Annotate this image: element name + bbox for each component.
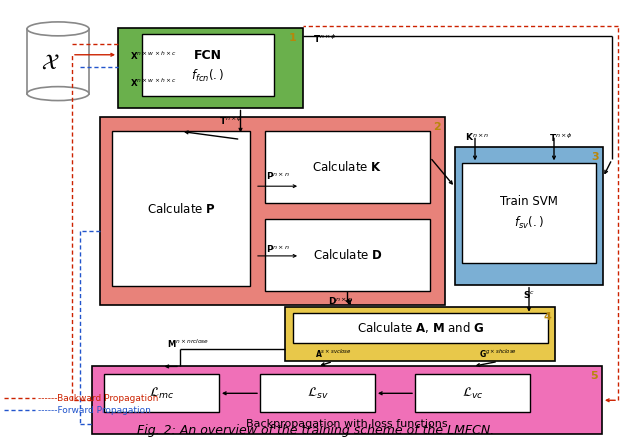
Text: $\mathbf{T}^{n\times\phi}$: $\mathbf{T}^{n\times\phi}$: [219, 114, 243, 127]
Text: $\mathbf{D}^{n\times n}$: $\mathbf{D}^{n\times n}$: [327, 295, 353, 307]
Bar: [104, 374, 219, 412]
Bar: [455, 147, 603, 285]
Text: FCN: FCN: [194, 49, 222, 62]
Text: Calculate $\mathbf{D}$: Calculate $\mathbf{D}$: [313, 248, 382, 262]
Text: Calculate $\mathbf{A}$, $\mathbf{M}$ and $\mathbf{G}$: Calculate $\mathbf{A}$, $\mathbf{M}$ and…: [357, 320, 484, 335]
Bar: [142, 34, 274, 95]
Bar: [415, 374, 530, 412]
Text: $f_{sv}(.)$: $f_{sv}(.)$: [514, 215, 544, 231]
Bar: [265, 219, 430, 291]
Bar: [118, 28, 303, 108]
Text: Train SVM: Train SVM: [500, 194, 558, 208]
Bar: [462, 163, 596, 263]
Bar: [27, 29, 89, 94]
Text: 3: 3: [591, 152, 599, 162]
Text: $\mathbf{T}^{n\times\phi}$: $\mathbf{T}^{n\times\phi}$: [549, 131, 573, 144]
Text: $\mathcal{L}_{mc}$: $\mathcal{L}_{mc}$: [149, 386, 174, 401]
Text: $\mathbf{P}^{n\times n}$: $\mathbf{P}^{n\times n}$: [266, 170, 290, 182]
Bar: [265, 131, 430, 203]
Text: $\mathcal{L}_{vc}$: $\mathcal{L}_{vc}$: [461, 386, 483, 401]
Ellipse shape: [27, 87, 89, 101]
Text: $\mathbf{K}^{n\times n}$: $\mathbf{K}^{n\times n}$: [465, 131, 489, 143]
Text: $\mathbf{P}^{n\times n}$: $\mathbf{P}^{n\times n}$: [266, 243, 290, 255]
Text: $\mathcal{X}$: $\mathcal{X}$: [40, 53, 59, 73]
Text: $f_{fcn}(.)$: $f_{fcn}(.)$: [191, 67, 224, 84]
Bar: [92, 367, 602, 434]
Bar: [293, 313, 548, 343]
Ellipse shape: [27, 22, 89, 36]
Text: $\mathbf{A}^{s\times svclose}$: $\mathbf{A}^{s\times svclose}$: [315, 347, 351, 360]
Text: Calculate $\mathbf{K}$: Calculate $\mathbf{K}$: [312, 160, 382, 174]
Text: $\mathbf{T}^{n\times\phi}$: $\mathbf{T}^{n\times\phi}$: [313, 33, 337, 45]
Text: $\mathbf{S}^c$: $\mathbf{S}^c$: [523, 289, 535, 300]
Text: $\mathbf{M}^{n\times nrclose}$: $\mathbf{M}^{n\times nrclose}$: [167, 337, 209, 350]
Text: ------Backward Propagation: ------Backward Propagation: [38, 394, 159, 403]
Text: $\mathbf{G}^{g\times shclose}$: $\mathbf{G}^{g\times shclose}$: [479, 347, 517, 360]
Text: Calculate $\mathbf{P}$: Calculate $\mathbf{P}$: [147, 201, 216, 215]
Text: $\mathcal{L}_{sv}$: $\mathcal{L}_{sv}$: [307, 386, 329, 401]
Text: 2: 2: [433, 123, 441, 132]
Text: 5: 5: [590, 371, 598, 381]
Bar: [260, 374, 375, 412]
Text: $\mathbf{X}^{n\times w\times h\times c}$: $\mathbf{X}^{n\times w\times h\times c}$: [130, 77, 177, 89]
Text: Backpropagation with loss functions: Backpropagation with loss functions: [246, 419, 448, 429]
Text: 4: 4: [543, 311, 551, 321]
Text: 1: 1: [289, 33, 297, 43]
Text: ------Forward Propagation: ------Forward Propagation: [38, 406, 151, 415]
Bar: [285, 307, 555, 361]
Bar: [112, 131, 250, 286]
Text: $\mathbf{X}^{n\times w\times h\times c}$: $\mathbf{X}^{n\times w\times h\times c}$: [130, 49, 177, 62]
Bar: [100, 117, 445, 305]
Text: Fig. 2: An overview of the training scheme of the LMFCN.: Fig. 2: An overview of the training sche…: [137, 424, 495, 437]
